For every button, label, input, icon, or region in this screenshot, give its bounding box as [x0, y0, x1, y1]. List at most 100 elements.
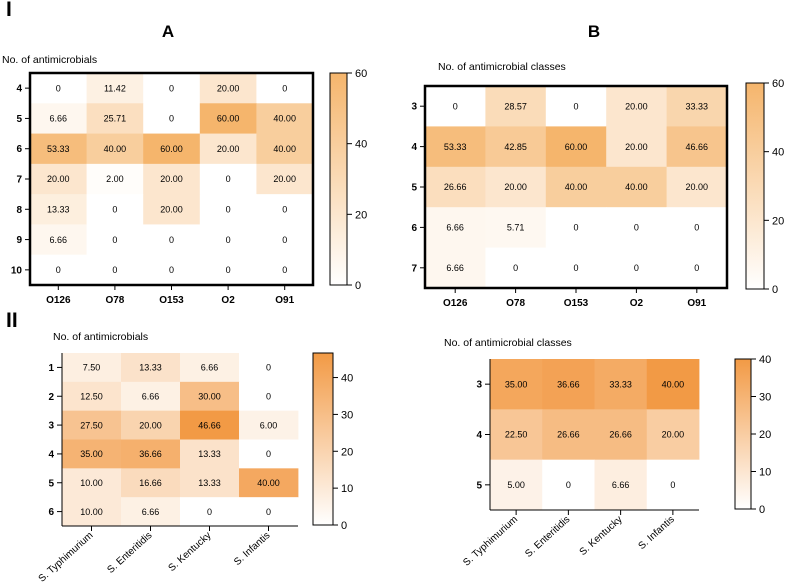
heatmap-cell [143, 133, 201, 165]
heatmap-cell [425, 247, 486, 289]
cell-value-label: 30.00 [198, 391, 221, 401]
colorbar-tick-label: 0 [759, 504, 765, 516]
panel-a-title: No. of antimicrobials [2, 54, 97, 66]
cell-value-label: 36.66 [557, 379, 580, 389]
cell-value-label: 60.00 [217, 114, 240, 124]
y-tick-label: 6 [48, 507, 54, 518]
cell-value-label: 26.66 [557, 430, 580, 440]
panel-letter-b: B [588, 22, 600, 41]
heatmap-cell [606, 247, 667, 289]
heatmap-cell [594, 359, 648, 410]
heatmap-cell [121, 497, 181, 527]
cell-value-label: 6.66 [50, 114, 68, 124]
cell-value-label: 40.00 [625, 182, 648, 192]
x-tick-label: S. Kentucky [578, 514, 625, 558]
cell-value-label: 12.50 [80, 391, 103, 401]
heatmap-cell [606, 166, 667, 208]
heatmap-cell [542, 359, 595, 410]
heatmap-cell [646, 409, 700, 461]
cell-value-label: 26.66 [609, 430, 632, 440]
heatmap-cell [425, 86, 486, 127]
x-tick-label: S. Infantis [232, 530, 272, 568]
cell-value-label: 5.00 [507, 480, 525, 490]
cell-value-label: 40.00 [273, 114, 296, 124]
heatmap-cell [180, 410, 240, 440]
cell-value-label: 0 [282, 83, 287, 93]
panel-c-title: No. of antimicrobials [53, 331, 148, 343]
cell-value-label: 13.33 [198, 449, 221, 459]
y-tick-label: 6 [16, 144, 22, 155]
cell-value-label: 0 [670, 480, 675, 490]
x-tick-label: S. Typhimurium [37, 530, 96, 585]
cell-value-label: 6.66 [142, 507, 160, 517]
y-tick-label: 3 [411, 102, 417, 113]
heatmap-cell [62, 497, 122, 527]
cell-value-label: 28.57 [504, 101, 527, 111]
heatmap-cell [256, 194, 314, 225]
cell-value-label: 0 [112, 204, 117, 214]
colorbar-tick-label: 40 [355, 139, 367, 151]
y-tick-label: 3 [48, 421, 54, 432]
heatmap-cell [30, 73, 87, 104]
cell-value-label: 0 [566, 480, 571, 490]
heatmap-cell [143, 254, 201, 286]
cell-value-label: 22.50 [505, 430, 528, 440]
heatmap-cell [121, 410, 181, 440]
colorbar-tick-label: 40 [772, 147, 784, 159]
heatmap-cell [606, 86, 667, 127]
heatmap-cell [545, 86, 607, 127]
cell-value-label: 0 [169, 265, 174, 275]
heatmap-panel-c: 7.50 13.33 6.66 0 12.50 6.66 30.00 0 27.50 20.00 4… [37, 352, 353, 585]
heatmap-cell [180, 468, 240, 498]
heatmap-cell [86, 103, 144, 134]
heatmap-cell [121, 439, 181, 469]
heatmap-cell [542, 409, 595, 461]
cell-value-label: 60.00 [160, 144, 183, 154]
x-tick-label: S. Enteritidis [105, 530, 154, 576]
cell-value-label: 11.42 [104, 83, 126, 93]
colorbar-tick-label: 60 [772, 78, 784, 90]
cell-value-label: 40.00 [257, 478, 280, 488]
heatmap-cell [485, 247, 547, 289]
heatmap-cell [490, 359, 543, 410]
heatmap-cell [425, 166, 486, 208]
cell-value-label: 0 [266, 391, 271, 401]
cell-value-label: 2.00 [106, 174, 124, 184]
heatmap-cell [199, 73, 257, 104]
heatmap-cell [542, 459, 595, 511]
cell-value-label: 20.00 [47, 174, 70, 184]
heatmap-cell [239, 468, 299, 498]
cell-value-label: 0 [282, 265, 287, 275]
cell-value-label: 5.71 [507, 223, 525, 233]
heatmap-cell [646, 359, 700, 410]
heatmap-cell [86, 133, 144, 165]
heatmap-cell [666, 86, 728, 127]
y-tick-label: 5 [48, 478, 54, 489]
cell-value-label: 0 [634, 223, 639, 233]
heatmap-cell [30, 133, 87, 165]
colorbar-tick-label: 30 [759, 392, 771, 404]
heatmap-cell [143, 163, 201, 195]
cell-value-label: 0 [56, 83, 61, 93]
heatmap-cell [62, 410, 122, 440]
heatmap-cell [199, 103, 257, 134]
cell-value-label: 40.00 [104, 144, 127, 154]
cell-value-label: 7.50 [83, 363, 101, 373]
colorbar-tick-label: 10 [759, 467, 771, 479]
section-label-ii: II [6, 309, 18, 332]
heatmap-cell [666, 207, 728, 248]
cell-value-label: 6.66 [50, 235, 68, 245]
cell-value-label: 0 [634, 263, 639, 273]
heatmap-cell [239, 353, 299, 383]
cell-value-label: 0 [694, 263, 699, 273]
cell-value-label: 0 [573, 263, 578, 273]
heatmap-cell [239, 410, 299, 440]
cell-value-label: 27.50 [80, 420, 103, 430]
cell-value-label: 16.66 [139, 478, 162, 488]
cell-value-label: 20.00 [160, 204, 183, 214]
cell-value-label: 46.66 [686, 142, 709, 152]
heatmap-cell [490, 409, 543, 461]
cell-value-label: 10.00 [80, 507, 103, 517]
heatmap-cell [30, 254, 87, 286]
